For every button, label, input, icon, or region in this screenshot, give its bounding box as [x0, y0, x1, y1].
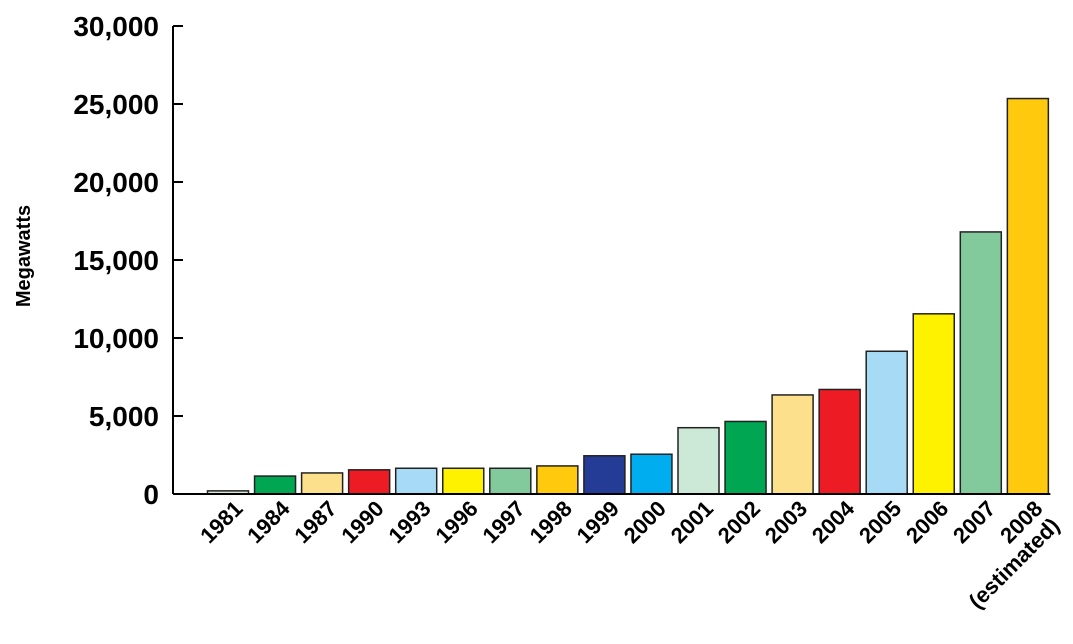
y-tick-label: 25,000 [73, 89, 159, 120]
y-tick-label: 5,000 [89, 401, 159, 432]
x-tick-label-year: 2007 [948, 496, 1000, 548]
x-tick-label: 1990 [336, 496, 388, 548]
x-tick-label: 1997 [478, 496, 530, 548]
x-tick-label: 2007 [948, 496, 1000, 548]
bar-2002 [724, 420, 767, 495]
bar-1996 [442, 467, 485, 495]
x-tick-label-year: 2002 [713, 496, 765, 548]
bar-2006 [912, 313, 955, 495]
y-tick-label: 0 [143, 479, 159, 510]
x-tick-label: 1998 [525, 496, 577, 548]
bar-1993 [394, 467, 438, 495]
bar-2000 [630, 453, 673, 495]
bars [206, 97, 1050, 495]
x-tick-label: 2006 [901, 496, 953, 548]
x-tick-label-year: 2004 [807, 495, 860, 548]
bar-2003 [771, 394, 814, 495]
x-tick-label-year: 2001 [666, 496, 718, 548]
bar-1999 [583, 455, 626, 495]
bar-2005 [865, 350, 908, 495]
x-tick-label-year: 2003 [760, 496, 812, 548]
x-tick-label-year: 1996 [430, 496, 482, 548]
bar-1998 [536, 465, 579, 495]
x-tick-label-year: 2000 [619, 496, 671, 548]
x-tick-label: 1999 [572, 496, 624, 548]
x-tick-label-year: 2006 [901, 496, 953, 548]
x-tick-label: 1993 [383, 496, 435, 548]
bar-1997 [489, 467, 532, 495]
x-tick-label: 1987 [289, 496, 341, 548]
bar-2007 [959, 231, 1003, 495]
x-tick-label-year: 1998 [525, 496, 577, 548]
bar-2004 [818, 388, 861, 495]
x-tick-label: 2004 [807, 495, 860, 548]
x-tick-label: 2002 [713, 496, 765, 548]
y-tick-label: 30,000 [73, 11, 159, 42]
x-tick-label-year: 2005 [854, 496, 906, 548]
x-tick-label-year: 1987 [289, 496, 341, 548]
x-tick-label: 2005 [854, 496, 906, 548]
y-tick-label: 10,000 [73, 323, 159, 354]
x-tick-label-year: 1981 [195, 496, 247, 548]
y-tick-label: 15,000 [73, 245, 159, 276]
x-tick-label: 2000 [619, 496, 671, 548]
x-tick-label-year: 1997 [478, 496, 530, 548]
bar-1984 [253, 475, 297, 495]
bar-2001 [677, 426, 720, 495]
x-tick-label-year: 1999 [572, 496, 624, 548]
y-tick-label: 20,000 [73, 167, 159, 198]
x-tick-label: 1984 [242, 495, 295, 548]
x-tick-label-year: 1984 [242, 495, 295, 548]
bar-2008 [1006, 97, 1050, 495]
y-axis: 0 5,000 10,000 15,000 20,000 25,000 30,000 [73, 11, 183, 510]
x-tick-label: 2001 [666, 496, 718, 548]
x-tick-label-year: 1993 [383, 496, 435, 548]
x-tick-label: 2003 [760, 496, 812, 548]
bar-1987 [300, 472, 344, 495]
x-tick-label: 1981 [195, 496, 247, 548]
y-axis-title: Megawatts [13, 205, 35, 307]
x-tick-label-year: 1990 [336, 496, 388, 548]
bar-1990 [347, 469, 391, 495]
x-axis-labels: 1981198419871990199319961997199819992000… [195, 495, 1064, 613]
x-tick-label: 1996 [430, 496, 482, 548]
